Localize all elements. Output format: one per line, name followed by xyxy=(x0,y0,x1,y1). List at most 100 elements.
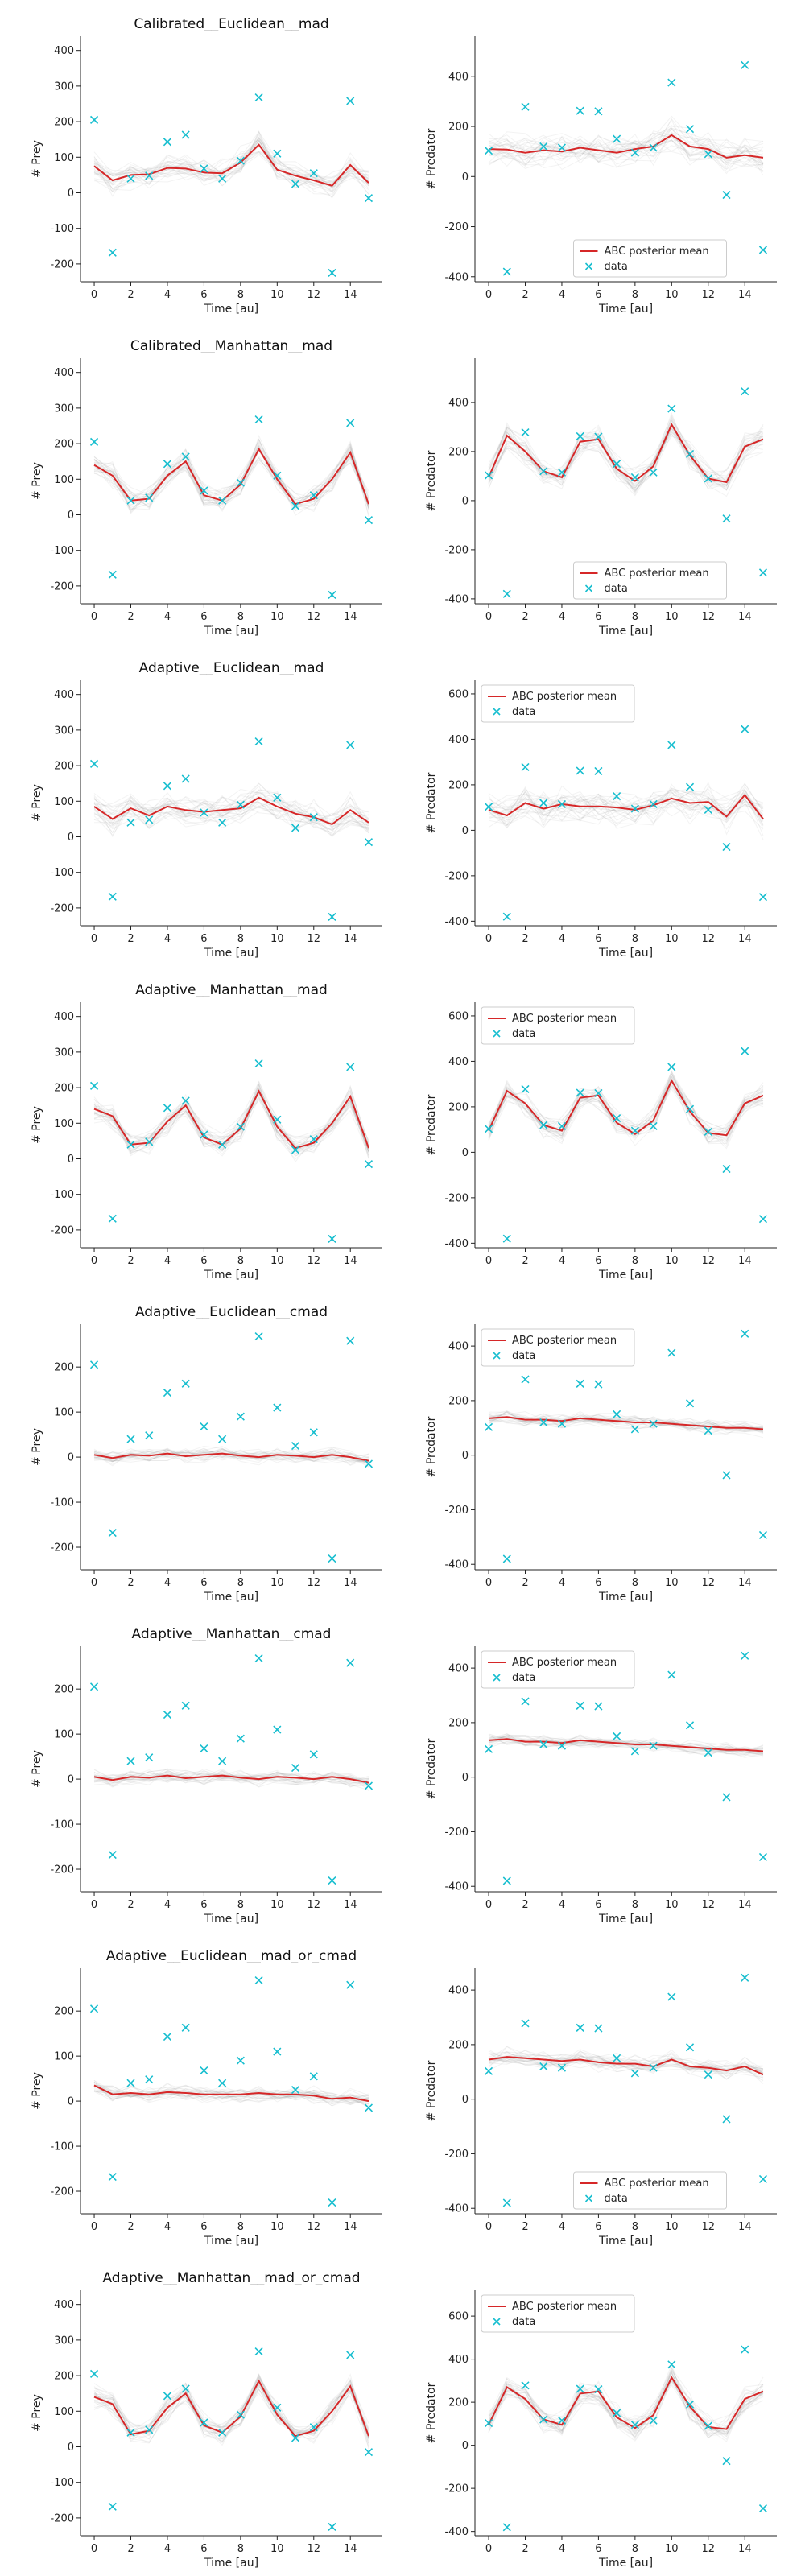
data-point xyxy=(309,1428,318,1437)
y-tick-label: -400 xyxy=(444,593,469,605)
data-point xyxy=(89,1682,99,1691)
x-tick-label: 12 xyxy=(307,611,320,623)
data-point xyxy=(291,2434,300,2442)
y-tick-label: 300 xyxy=(54,80,74,93)
sample-line xyxy=(488,133,764,169)
y-tick-label: -200 xyxy=(50,1224,74,1236)
data-point xyxy=(758,893,768,902)
sample-line xyxy=(488,135,764,171)
x-axis-label: Time [au] xyxy=(204,1913,258,1926)
x-tick-label: 14 xyxy=(344,933,357,945)
subplot-12: 0 2 4 6 8 10 12 14 -200 -100 0 100 200 Time [au] # Pre… xyxy=(31,1948,382,2248)
sample-line xyxy=(93,1771,369,1784)
data-point xyxy=(613,134,621,143)
y-tick-label: 400 xyxy=(448,1341,469,1353)
data-point xyxy=(722,2457,731,2466)
sample-line xyxy=(488,115,764,160)
data-point xyxy=(630,804,639,813)
sample-line xyxy=(488,138,764,170)
legend-data-label: data xyxy=(512,1350,535,1362)
x-tick-label: 0 xyxy=(485,1899,492,1911)
sample-line xyxy=(488,787,764,830)
x-tick-label: 2 xyxy=(522,1899,528,1911)
y-tick-label: -200 xyxy=(50,2186,74,2198)
sample-line xyxy=(93,448,369,513)
data-point xyxy=(521,1084,530,1093)
data-markers xyxy=(89,1332,374,1563)
sample-line xyxy=(93,1093,369,1152)
sample-line xyxy=(93,1769,369,1786)
y-tick-label: -200 xyxy=(444,544,469,556)
y-tick-label: 200 xyxy=(448,2397,469,2409)
x-tick-label: 8 xyxy=(237,611,244,623)
sample-line xyxy=(93,2376,369,2442)
data-point xyxy=(108,1214,117,1223)
data-point xyxy=(89,1360,99,1369)
sample-line xyxy=(93,1084,369,1154)
x-tick-label: 12 xyxy=(701,289,715,301)
x-tick-label: 6 xyxy=(595,1577,601,1589)
y-tick-label: 100 xyxy=(54,2051,74,2063)
data-point xyxy=(704,1127,712,1137)
x-tick-label: 2 xyxy=(522,933,528,945)
x-tick-label: 10 xyxy=(665,611,679,623)
x-tick-label: 8 xyxy=(632,933,638,945)
sample-line xyxy=(93,2384,369,2437)
x-axis-label: Time [au] xyxy=(204,1591,258,1604)
sample-line xyxy=(488,1736,764,1752)
data-point xyxy=(722,1471,731,1480)
y-tick-label: 0 xyxy=(462,825,469,837)
sample-line xyxy=(488,423,764,487)
y-tick-label: -200 xyxy=(50,580,74,592)
sample-line xyxy=(93,151,369,189)
data-point xyxy=(667,2360,676,2369)
data-point xyxy=(273,2403,282,2412)
legend-mean-label: ABC posterior mean xyxy=(512,1657,617,1669)
y-tick-label: 400 xyxy=(448,71,469,83)
data-point xyxy=(576,1701,584,1710)
sample-line xyxy=(93,1447,369,1463)
legend-mean-label: ABC posterior mean xyxy=(605,246,709,258)
x-tick-label: 12 xyxy=(307,1577,320,1589)
data-point xyxy=(557,2063,567,2072)
sample-line xyxy=(93,2382,369,2440)
sample-line xyxy=(93,1448,369,1463)
data-point xyxy=(521,762,530,771)
data-point xyxy=(704,474,712,483)
x-tick-label: 6 xyxy=(200,933,207,945)
sample-line xyxy=(93,1085,369,1154)
data-point xyxy=(630,2421,639,2429)
sample-line xyxy=(488,1734,764,1755)
y-tick-label: 400 xyxy=(54,689,74,701)
y-tick-label: 400 xyxy=(448,734,469,746)
data-point xyxy=(291,1442,300,1451)
data-point xyxy=(126,2428,135,2437)
x-tick-label: 10 xyxy=(270,611,284,623)
x-tick-label: 4 xyxy=(559,2221,565,2233)
x-tick-label: 12 xyxy=(701,933,715,945)
y-tick-label: 600 xyxy=(448,2311,469,2323)
sample-line xyxy=(93,1452,369,1463)
sample-line xyxy=(488,791,764,826)
sample-line xyxy=(93,1092,369,1155)
data-point xyxy=(667,404,676,413)
data-point xyxy=(218,1140,227,1149)
sample-line xyxy=(93,144,369,192)
data-point xyxy=(89,437,99,446)
x-tick-label: 14 xyxy=(344,2543,357,2555)
data-point xyxy=(273,149,282,158)
data-point xyxy=(704,805,712,815)
data-point xyxy=(741,1329,749,1338)
sample-line xyxy=(488,1080,764,1143)
posterior-mean-line xyxy=(93,1452,369,1462)
y-tick-label: 200 xyxy=(448,446,469,458)
sample-line xyxy=(488,2051,764,2072)
x-tick-label: 6 xyxy=(595,933,601,945)
sample-line xyxy=(488,783,764,829)
sample-line xyxy=(93,2086,369,2104)
x-tick-label: 2 xyxy=(127,611,134,623)
data-point xyxy=(539,142,548,151)
sample-line xyxy=(93,445,369,510)
sample-line xyxy=(93,2386,369,2438)
legend-box xyxy=(573,2171,727,2210)
